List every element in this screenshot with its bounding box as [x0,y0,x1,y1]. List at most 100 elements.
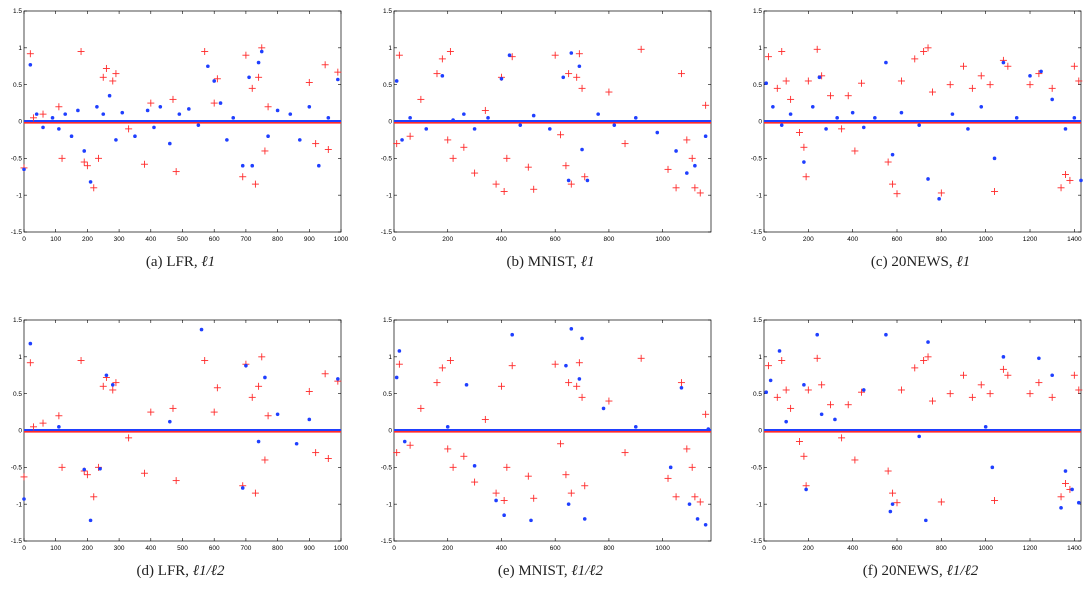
plus-marker [844,401,852,409]
dot-marker [1028,74,1032,78]
plus-marker [201,357,209,365]
y-tick-label: 0 [388,119,392,126]
plus-marker [258,353,266,361]
plus-marker [683,445,691,453]
caption-caption-id: (c) [870,254,888,270]
plus-marker [481,415,489,423]
dot-marker [824,127,828,131]
caption-dataset: MNIST [518,563,564,579]
dot-marker [499,76,504,81]
y-tick-label: -1.5 [381,538,393,545]
plus-marker [248,84,256,92]
plus-marker [858,79,866,87]
plus-marker [605,397,613,405]
plus-marker [55,412,63,420]
dot-marker [307,417,312,422]
dot-marker [585,178,590,183]
dot-marker [850,110,855,115]
caption-dataset: 20NEWS [881,563,940,579]
x-tick-label: 0 [762,545,766,552]
dot-marker [1039,69,1043,74]
caption-separator: , [948,254,957,270]
dot-marker [250,163,255,168]
plus-marker [677,379,685,387]
plus-marker [444,445,452,453]
plus-marker [1026,390,1034,398]
dot-marker [50,116,55,120]
y-tick-label: 0 [758,119,762,126]
plus-marker [851,147,859,155]
plus-marker [565,379,573,387]
plus-marker [605,88,613,96]
plus-marker [39,419,47,427]
dot-marker [187,107,191,111]
plus-marker [991,187,999,195]
x-tick-label: 200 [803,236,814,243]
dot-marker [1072,116,1077,120]
dot-marker [569,327,574,331]
plus-marker [773,393,781,401]
y-tick-label: 1 [758,45,762,52]
plus-marker [827,92,835,100]
x-tick-label: 300 [114,545,125,552]
dot-marker [815,332,820,337]
dot-marker [926,340,930,344]
dot-marker [804,487,808,492]
plus-marker [109,77,117,85]
plus-marker [937,189,945,197]
plus-marker [893,499,901,507]
plus-marker [977,381,985,389]
plus-marker [140,160,148,168]
dot-marker [990,465,995,470]
dot-marker [566,178,571,183]
plus-marker [691,184,699,192]
caption-caption-id: (d) [136,563,155,579]
dot-marker [199,327,204,332]
dot-marker [104,373,109,378]
x-tick-label: 600 [892,545,903,552]
x-tick-label: 800 [272,545,283,552]
plus-marker [696,498,704,506]
dot-marker [114,138,118,142]
plus-marker [83,162,91,170]
y-tick-label: -1 [16,501,22,508]
scatter-plot: 0 200 400 600 800 1000 -1.5 -1 -0.5 0 0.5 1 1.5 [381,8,712,243]
y-tick-label: -1.5 [381,229,393,236]
plus-marker [581,173,589,181]
plus-marker [897,386,905,394]
plus-marker [551,51,559,59]
dot-marker [275,412,280,417]
plus-marker [264,412,272,420]
plus-marker [58,154,66,162]
plus-marker [321,61,329,69]
dot-marker [502,513,506,518]
plus-marker [551,360,559,368]
dot-marker [633,425,638,429]
plus-marker [1066,176,1074,184]
plus-marker [444,136,452,144]
dot-marker [107,93,112,98]
dot-marker [612,123,617,127]
plus-marker [838,434,846,442]
plus-marker [702,410,710,418]
plus-marker [433,379,441,387]
x-tick-label: 400 [847,236,858,243]
x-tick-label: 100 [50,545,61,552]
dot-marker [703,134,708,139]
plus-marker [500,187,508,195]
dot-marker [768,378,773,383]
plus-marker [500,496,508,504]
dot-marker [445,425,450,429]
plus-marker [562,471,570,479]
plus-marker [492,489,500,497]
plus-marker [884,158,892,166]
plus-marker [575,359,583,367]
dot-marker [145,108,150,113]
plus-marker [242,51,250,59]
plus-marker [210,99,218,107]
dot-marker [88,518,93,523]
dot-marker [819,412,824,417]
plus-marker [999,365,1007,373]
plus-marker [1075,386,1083,394]
dot-marker [256,439,261,444]
